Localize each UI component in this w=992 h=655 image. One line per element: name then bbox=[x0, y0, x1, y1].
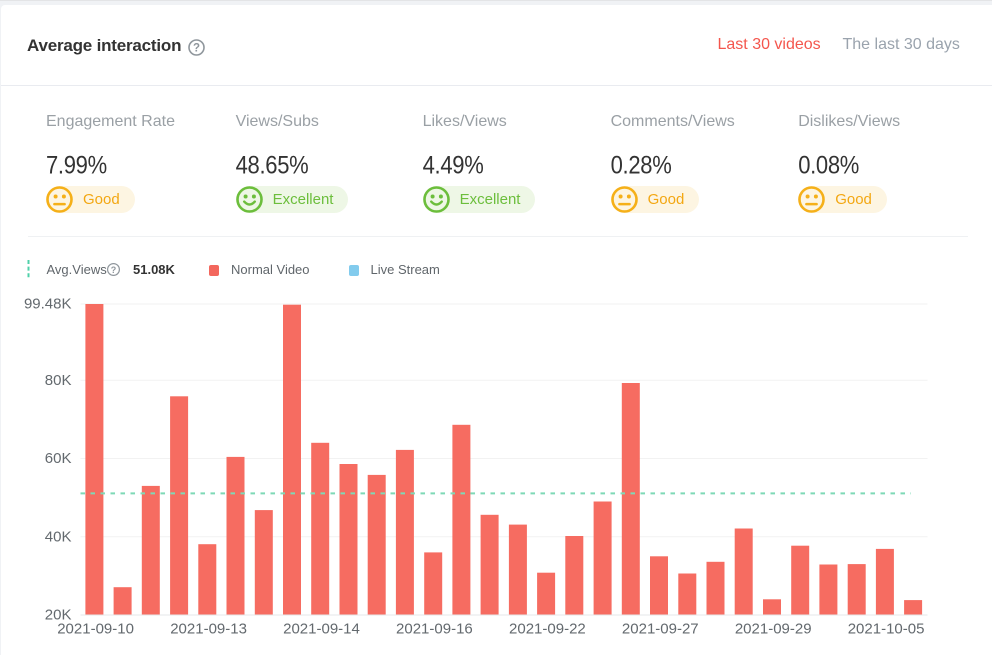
svg-text:2021-09-14: 2021-09-14 bbox=[283, 621, 360, 638]
svg-text:2021-09-13: 2021-09-13 bbox=[170, 621, 247, 638]
svg-text:2021-09-22: 2021-09-22 bbox=[509, 621, 586, 638]
svg-text:20K: 20K bbox=[45, 607, 72, 624]
svg-text:2021-09-27: 2021-09-27 bbox=[622, 621, 699, 638]
svg-text:?: ? bbox=[110, 264, 116, 274]
svg-text:99.48K: 99.48K bbox=[24, 296, 72, 313]
svg-text:?: ? bbox=[193, 42, 200, 54]
svg-text:80K: 80K bbox=[45, 372, 72, 389]
svg-text:60K: 60K bbox=[45, 450, 72, 467]
svg-text:2021-10-05: 2021-10-05 bbox=[848, 621, 925, 638]
svg-text:2021-09-29: 2021-09-29 bbox=[735, 621, 812, 638]
svg-text:2021-09-10: 2021-09-10 bbox=[57, 621, 134, 638]
svg-text:2021-09-16: 2021-09-16 bbox=[396, 621, 473, 638]
svg-text:40K: 40K bbox=[45, 528, 72, 545]
